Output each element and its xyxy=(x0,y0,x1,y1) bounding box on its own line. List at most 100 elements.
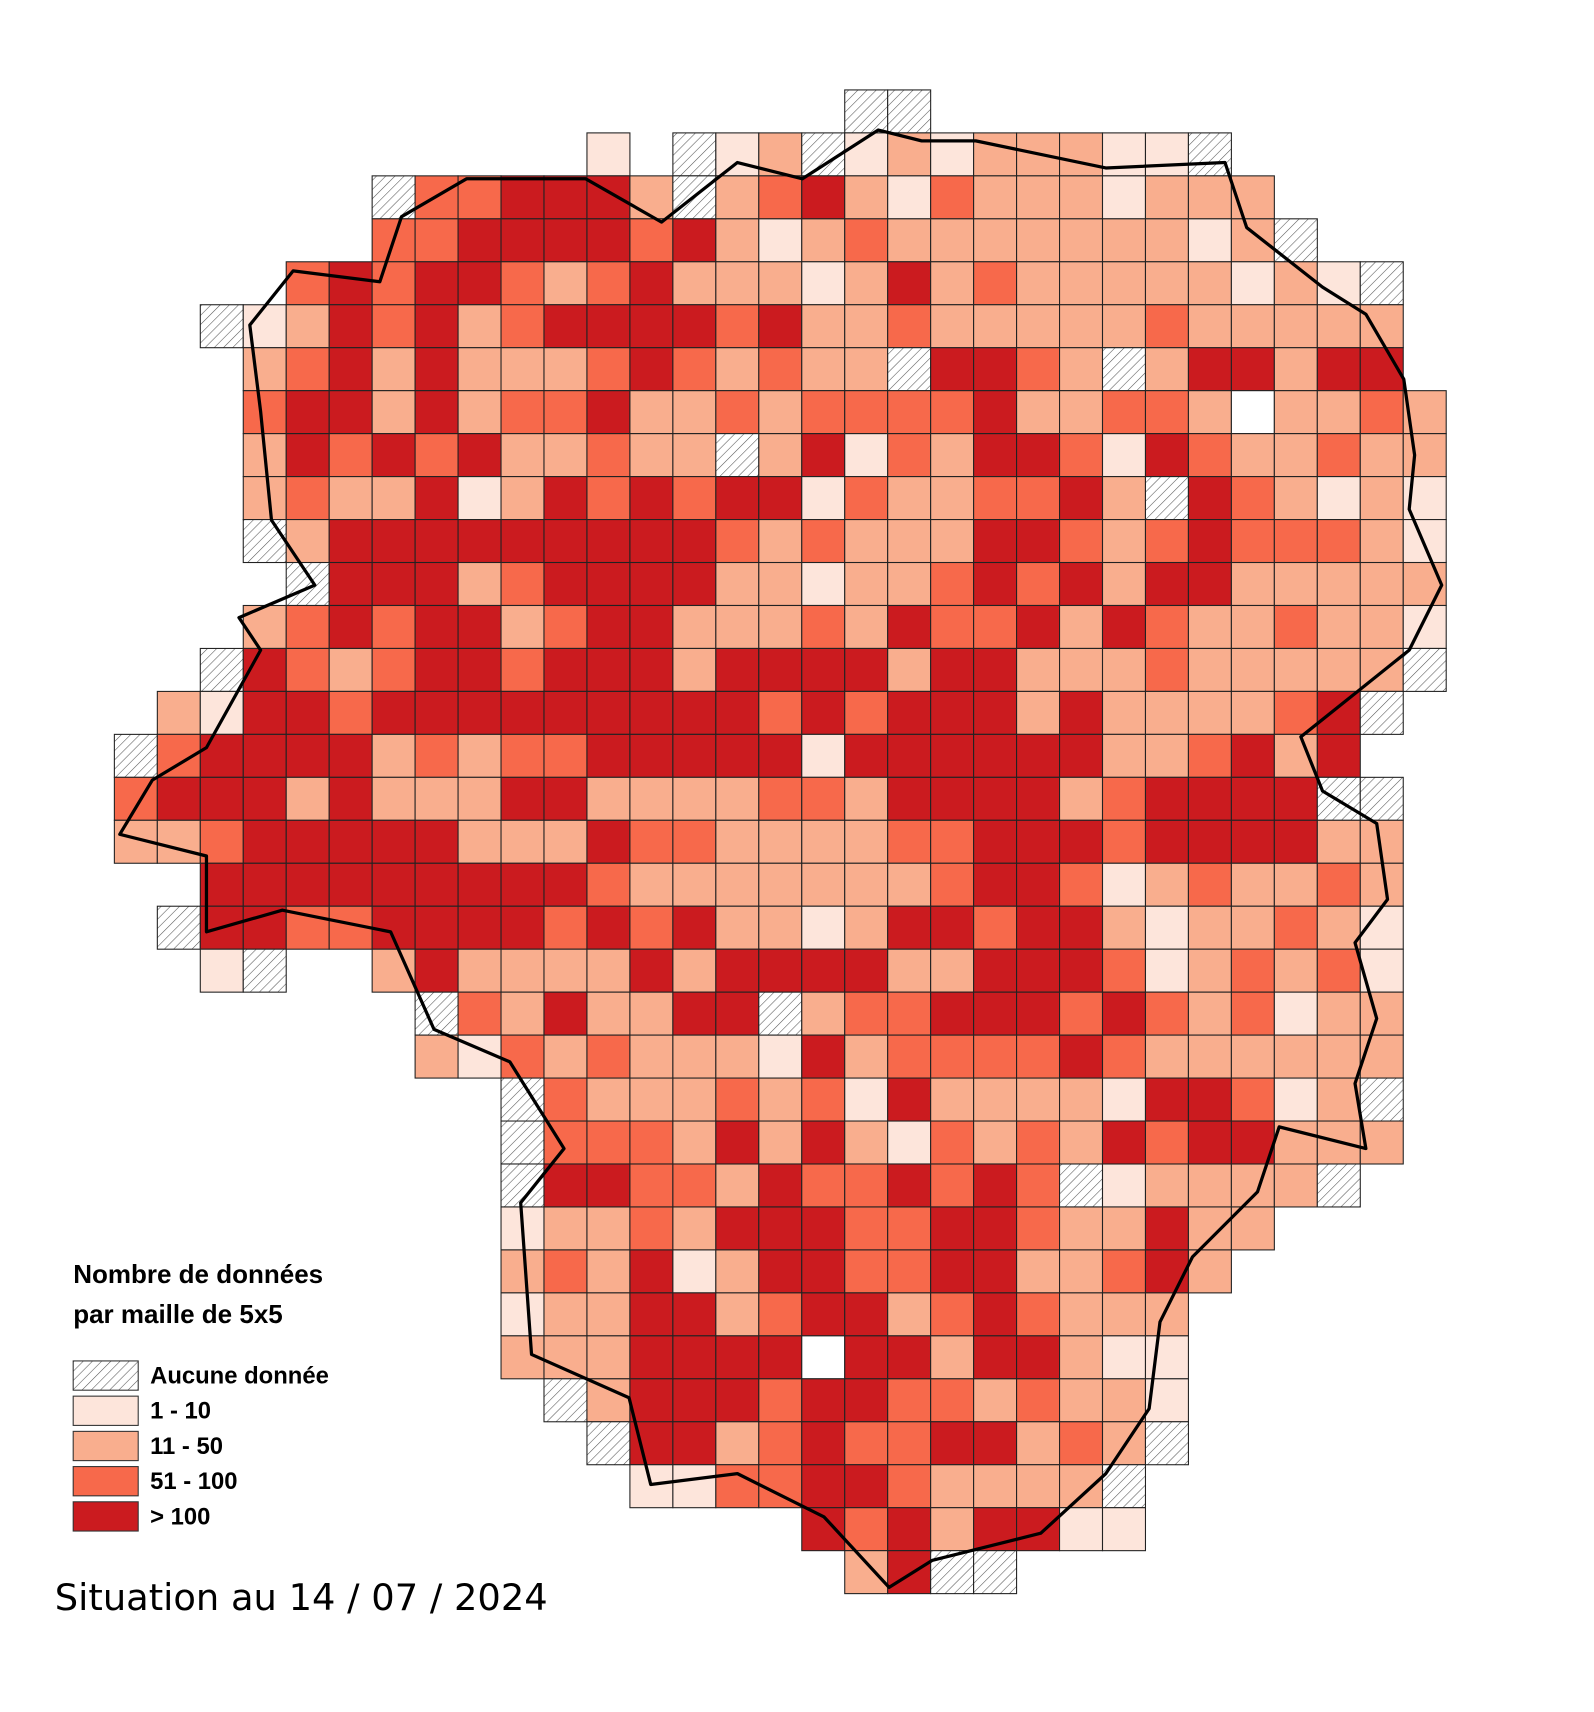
grid-cell xyxy=(586,733,631,778)
grid-cell xyxy=(973,433,1018,478)
grid-cell xyxy=(1144,261,1189,306)
grid-cell xyxy=(672,1206,717,1251)
grid-cell xyxy=(930,1249,975,1294)
grid-cell xyxy=(1059,175,1104,220)
grid-cell xyxy=(973,819,1018,864)
grid-cell xyxy=(1359,433,1404,478)
grid-cell xyxy=(1101,519,1147,564)
grid-cell xyxy=(1230,819,1275,864)
grid-cell xyxy=(1101,218,1147,263)
grid-cell xyxy=(1059,1163,1104,1208)
grid-cell xyxy=(1101,1464,1147,1509)
grid-cell xyxy=(672,862,717,907)
grid-cell xyxy=(1187,905,1232,950)
grid-cell xyxy=(285,561,330,607)
grid-cell xyxy=(1144,1077,1189,1122)
grid-cell xyxy=(1144,132,1189,177)
grid-cell xyxy=(887,89,932,134)
grid-cell xyxy=(242,476,287,521)
grid-cell xyxy=(758,1077,803,1122)
grid-cell xyxy=(500,433,545,478)
legend-label: 51 - 100 xyxy=(150,1468,237,1495)
legend-title: Nombre de données xyxy=(73,1259,323,1289)
grid-cell xyxy=(1016,304,1061,349)
grid-cell xyxy=(930,218,975,263)
grid-cell xyxy=(586,304,631,349)
grid-cell xyxy=(758,776,803,821)
grid-cell xyxy=(1230,862,1275,907)
grid-cell xyxy=(973,604,1018,649)
grid-cell xyxy=(715,1163,760,1208)
grid-cell xyxy=(500,261,545,306)
grid-cell xyxy=(1187,819,1232,864)
grid-cell xyxy=(1230,776,1275,821)
grid-cell xyxy=(629,1292,674,1337)
grid-cell xyxy=(500,1120,545,1165)
grid-cell xyxy=(1144,991,1189,1036)
grid-cell xyxy=(887,948,932,993)
grid-cell xyxy=(930,819,975,864)
grid-cell xyxy=(285,347,330,392)
grid-cell xyxy=(672,304,717,349)
grid-cell xyxy=(1101,390,1147,435)
grid-cell xyxy=(1230,433,1275,478)
grid-cell xyxy=(457,304,502,349)
grid-cell xyxy=(887,1421,932,1466)
grid-cell xyxy=(1016,604,1061,649)
grid-cell xyxy=(457,647,502,692)
grid-cell xyxy=(801,519,846,564)
grid-cell xyxy=(672,1120,717,1165)
grid-cell xyxy=(672,1378,717,1423)
grid-cell xyxy=(543,519,588,564)
grid-cell xyxy=(715,261,760,306)
grid-cell xyxy=(500,175,545,220)
grid-cell xyxy=(500,1249,545,1294)
grid-cell xyxy=(242,948,287,993)
grid-cell xyxy=(1059,862,1104,907)
grid-cell xyxy=(801,261,846,306)
grid-cell xyxy=(844,1034,889,1079)
grid-cell xyxy=(371,476,416,521)
grid-cell xyxy=(1059,733,1104,778)
grid-cell xyxy=(930,948,975,993)
grid-cell xyxy=(1273,647,1318,692)
grid-cell xyxy=(629,1034,674,1079)
grid-cell xyxy=(1273,519,1318,564)
grid-cell xyxy=(1273,433,1318,478)
grid-cell xyxy=(1059,1378,1104,1423)
grid xyxy=(113,89,1447,1595)
grid-cell xyxy=(1059,604,1104,649)
grid-cell xyxy=(973,1378,1018,1423)
grid-cell xyxy=(1359,776,1404,821)
grid-cell xyxy=(1402,433,1447,478)
grid-cell xyxy=(1059,647,1104,692)
grid-cell xyxy=(844,1120,889,1165)
grid-cell xyxy=(1230,733,1275,778)
grid-cell xyxy=(930,733,975,778)
grid-cell xyxy=(1187,347,1232,392)
grid-cell xyxy=(156,776,201,821)
grid-cell xyxy=(500,733,545,778)
grid-cell xyxy=(629,647,674,692)
grid-cell xyxy=(887,1292,932,1337)
grid-cell xyxy=(973,948,1018,993)
grid-cell xyxy=(1144,948,1189,993)
grid-cell xyxy=(844,647,889,692)
grid-cell xyxy=(500,1077,545,1122)
grid-cell xyxy=(672,1249,717,1294)
grid-cell xyxy=(1059,476,1104,521)
grid-cell xyxy=(586,1335,631,1380)
grid-cell xyxy=(672,1464,717,1509)
grid-cell xyxy=(672,1292,717,1337)
grid-cell xyxy=(629,1378,674,1423)
grid-cell xyxy=(887,561,932,607)
grid-cell xyxy=(887,1120,932,1165)
grid-cell xyxy=(328,476,373,521)
grid-cell xyxy=(801,1292,846,1337)
grid-cell xyxy=(1059,1249,1104,1294)
grid-cell xyxy=(1144,476,1189,521)
grid-cell xyxy=(629,1335,674,1380)
grid-cell xyxy=(500,218,545,263)
grid-cell xyxy=(672,519,717,564)
grid-cell xyxy=(629,390,674,435)
